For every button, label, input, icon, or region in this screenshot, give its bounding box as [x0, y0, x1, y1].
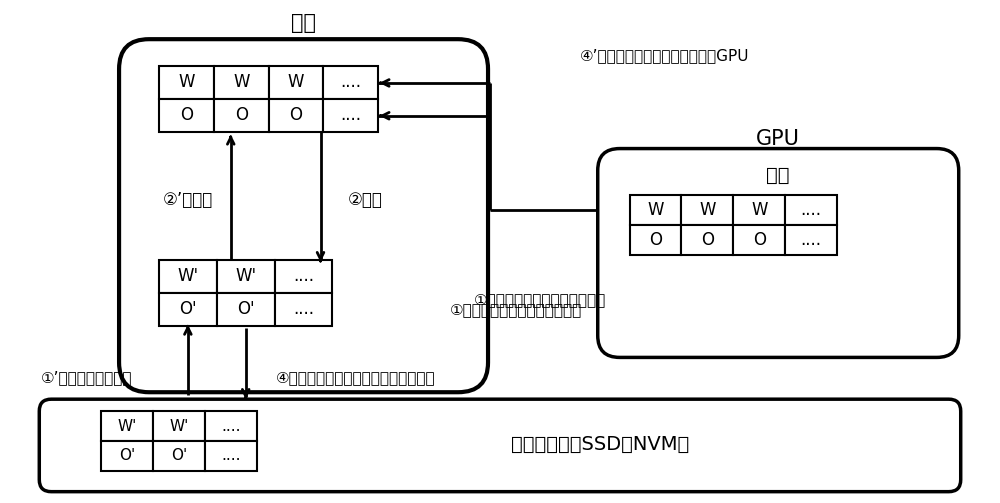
- Text: W: W: [699, 201, 716, 219]
- Text: O: O: [753, 231, 766, 249]
- Text: O': O': [171, 448, 187, 463]
- Bar: [205, 411, 257, 441]
- Bar: [785, 195, 837, 225]
- Text: ②’解压缩: ②’解压缩: [163, 191, 213, 209]
- Text: ....: ....: [340, 106, 361, 124]
- Bar: [217, 260, 275, 293]
- Text: 内存: 内存: [291, 13, 316, 33]
- Text: ①将检查点数据异步转移至内存: ①将检查点数据异步转移至内存: [450, 302, 582, 317]
- FancyBboxPatch shape: [598, 148, 959, 358]
- Text: ④将压缩后的检查点保存至持久化设备: ④将压缩后的检查点保存至持久化设备: [276, 370, 435, 385]
- Bar: [681, 195, 733, 225]
- Bar: [630, 195, 681, 225]
- Text: O: O: [290, 106, 303, 124]
- Text: ....: ....: [221, 448, 240, 463]
- Text: O: O: [649, 231, 662, 249]
- Bar: [275, 260, 332, 293]
- Text: ④’将解压缩后的检查点数据转入GPU: ④’将解压缩后的检查点数据转入GPU: [580, 49, 749, 63]
- Text: O': O': [119, 448, 135, 463]
- Bar: [733, 195, 785, 225]
- Text: 显存: 显存: [766, 166, 790, 185]
- Text: O: O: [235, 106, 248, 124]
- Text: O: O: [701, 231, 714, 249]
- Bar: [101, 411, 153, 441]
- Bar: [214, 99, 269, 132]
- Bar: [323, 66, 378, 99]
- Bar: [785, 225, 837, 255]
- Text: ....: ....: [293, 300, 314, 318]
- Text: ①’将检查点数据读入: ①’将检查点数据读入: [41, 370, 133, 385]
- Text: ①将检查点数据异步转移至内存: ①将检查点数据异步转移至内存: [474, 292, 606, 307]
- Text: W: W: [178, 73, 195, 92]
- Text: W': W': [235, 268, 256, 285]
- Text: GPU: GPU: [756, 129, 800, 148]
- Text: O': O': [179, 300, 197, 318]
- Bar: [159, 99, 214, 132]
- Text: ....: ....: [221, 418, 240, 434]
- Text: ②压缩: ②压缩: [348, 191, 383, 209]
- Bar: [153, 441, 205, 471]
- Bar: [269, 66, 323, 99]
- Bar: [153, 411, 205, 441]
- Bar: [101, 441, 153, 471]
- Text: O': O': [237, 300, 255, 318]
- Bar: [269, 99, 323, 132]
- Text: W': W': [169, 418, 189, 434]
- Bar: [681, 225, 733, 255]
- Bar: [217, 293, 275, 325]
- FancyBboxPatch shape: [119, 39, 488, 392]
- FancyBboxPatch shape: [39, 399, 961, 491]
- Text: ....: ....: [801, 201, 822, 219]
- Bar: [275, 293, 332, 325]
- Text: W: W: [751, 201, 768, 219]
- Bar: [159, 260, 217, 293]
- Bar: [630, 225, 681, 255]
- Text: W': W': [117, 418, 137, 434]
- Bar: [323, 99, 378, 132]
- Bar: [733, 225, 785, 255]
- Bar: [159, 66, 214, 99]
- Bar: [205, 441, 257, 471]
- Text: W: W: [647, 201, 664, 219]
- Bar: [214, 66, 269, 99]
- Bar: [159, 293, 217, 325]
- Text: W: W: [288, 73, 304, 92]
- Text: W: W: [233, 73, 249, 92]
- Text: ....: ....: [293, 268, 314, 285]
- Text: O: O: [180, 106, 193, 124]
- Text: 持久性介质（SSD、NVM）: 持久性介质（SSD、NVM）: [511, 436, 689, 454]
- Text: ....: ....: [340, 73, 361, 92]
- Text: ....: ....: [801, 231, 822, 249]
- Text: W': W': [177, 268, 198, 285]
